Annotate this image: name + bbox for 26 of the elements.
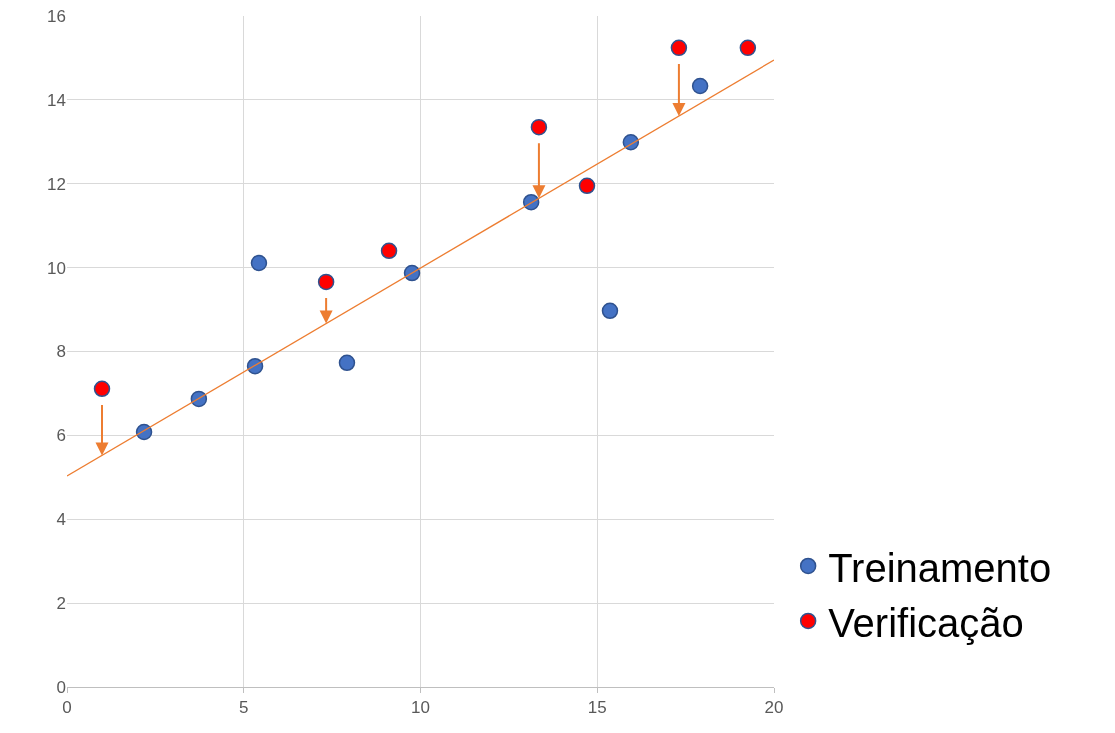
- point: [601, 302, 619, 320]
- y-tick-label: 4: [56, 510, 66, 530]
- x-tick-label: 15: [587, 698, 607, 718]
- point: [93, 380, 111, 398]
- point: [530, 118, 548, 136]
- y-tick-label: 12: [47, 174, 66, 194]
- x-tick-label: 5: [239, 698, 249, 718]
- point: [578, 177, 596, 195]
- point: [670, 39, 688, 57]
- legend-label: Treinamento: [828, 545, 1052, 590]
- x-tick-label: 20: [764, 698, 784, 718]
- point: [380, 242, 398, 260]
- y-tick-label: 2: [56, 594, 66, 614]
- point: [317, 273, 335, 291]
- point: [691, 77, 709, 95]
- y-tick-label: 16: [47, 6, 66, 26]
- point: [250, 254, 268, 272]
- y-tick-label: 8: [56, 342, 66, 362]
- legend-label: Verificação: [828, 600, 1024, 645]
- point: [739, 39, 757, 57]
- x-tick-label: 10: [411, 698, 430, 718]
- y-tick-label: 10: [47, 258, 66, 278]
- y-tick-label: 14: [47, 90, 66, 110]
- point: [338, 354, 356, 372]
- y-tick-label: 6: [56, 426, 66, 446]
- y-tick-label: 0: [56, 677, 66, 697]
